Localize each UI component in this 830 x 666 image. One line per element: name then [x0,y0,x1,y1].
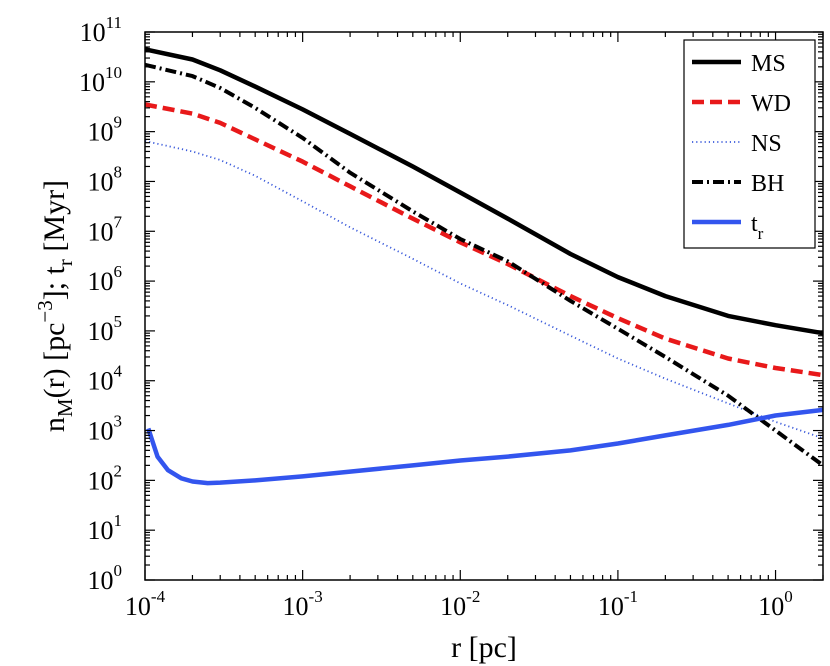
y-tick-label: 106 [88,262,123,296]
legend-label-bh: BH [751,171,784,197]
y-tick-label: 100 [88,561,123,595]
x-axis-title: r [pc] [451,631,517,664]
x-tick-label: 100 [758,587,793,621]
legend-box [683,39,816,249]
x-tick-label: 10-1 [598,587,638,621]
series-line-t-r [146,407,824,486]
legend-label-ns: NS [751,131,782,157]
x-tick-label: 10-4 [125,587,166,621]
ticks-layer [144,31,824,581]
x-tick-label: 10-3 [283,587,323,621]
y-axis-title: nM(r) [pc−3]; tr [Myr] [33,180,77,432]
y-tick-label: 108 [88,162,123,196]
x-tick-label: 10-2 [440,587,480,621]
y-tick-label: 105 [88,312,123,346]
y-tick-label: 1011 [80,13,122,47]
series-line-ms [144,47,824,336]
legend-label-ms: MS [751,51,786,77]
y-tick-label: 1010 [79,63,122,97]
plot-frame [144,31,824,581]
y-tick-labels: 100 101 102 103 104 105 106 107 108 109 1010 1011 [79,13,123,595]
series-line-bh [144,62,825,468]
series-layer [144,47,825,486]
y-tick-label: 109 [88,113,123,147]
series-line-wd [144,102,824,378]
legend-label-wd: WD [751,91,791,117]
y-tick-label: 101 [88,511,123,545]
y-tick-label: 102 [88,461,123,495]
x-tick-labels: 10-4 10-3 10-2 10-1 100 [125,587,793,621]
y-tick-label: 103 [88,412,123,446]
legend: MS WD NS BH tr [683,39,816,249]
legend-label-t-r: tr [751,211,764,243]
y-tick-label: 104 [88,362,123,396]
y-tick-label: 107 [88,212,123,246]
